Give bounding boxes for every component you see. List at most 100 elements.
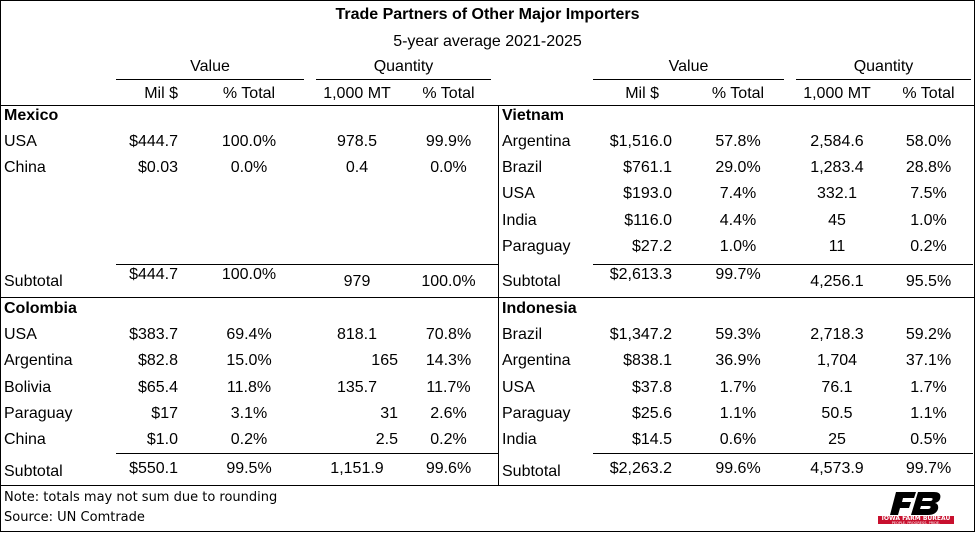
qty-cell: 2,718.3 — [810, 326, 864, 343]
qty-cell: 2,584.6 — [810, 133, 864, 150]
value-cell: $1.0 — [146, 431, 178, 448]
subtotal-value-pct: 99.7% — [715, 266, 761, 283]
qty-pct-cell: 37.1% — [905, 352, 952, 369]
subtotal-qty: 4,573.9 — [810, 460, 864, 477]
mexico-subtotal-rule — [116, 264, 498, 265]
subtotal-value: $2,613.3 — [609, 266, 672, 283]
partner-name: Paraguay — [502, 238, 571, 255]
header-rule — [0, 105, 975, 106]
value-cell: $1,347.2 — [609, 326, 672, 343]
qty-cell: 45 — [828, 212, 846, 229]
qty-cell: 25 — [828, 431, 846, 448]
qty-pct-cell: 1.7% — [910, 379, 947, 396]
partner-name: China — [4, 431, 46, 448]
col-header-mt-left: 1,000 MT — [323, 85, 391, 102]
col-header-qpct-right: % Total — [902, 85, 955, 102]
mid-section-rule — [0, 297, 975, 298]
partner-name: Brazil — [502, 326, 543, 343]
qty-pct-cell: 0.0% — [430, 159, 467, 176]
col-header-mil-left: Mil $ — [144, 85, 178, 102]
qty-pct-cell: 0.2% — [430, 431, 467, 448]
partner-name: Brazil — [502, 159, 543, 176]
col-header-pct-left: % Total — [222, 85, 276, 102]
value-group-header-right: Value — [668, 58, 709, 75]
value-pct-cell: 0.2% — [230, 431, 268, 448]
subtotal-label: Subtotal — [4, 273, 63, 290]
section-title-indonesia: Indonesia — [502, 300, 577, 317]
qty-pct-cell: 7.5% — [910, 185, 947, 202]
col-header-qpct-left: % Total — [422, 85, 475, 102]
subtotal-qty-pct: 100.0% — [421, 273, 476, 290]
subtotal-qty-pct: 95.5% — [905, 273, 952, 290]
value-pct-cell: 4.4% — [719, 212, 757, 229]
value-pct-cell: 0.0% — [230, 159, 268, 176]
quantity-group-rule-left — [316, 79, 491, 80]
qty-cell: 978.5 — [336, 133, 378, 150]
qty-pct-cell: 1.0% — [910, 212, 947, 229]
partner-name: China — [4, 159, 46, 176]
col-header-mt-right: 1,000 MT — [803, 85, 871, 102]
fb-logo-icon — [878, 492, 954, 524]
subtotal-value-pct: 100.0% — [221, 266, 277, 283]
col-header-pct-right: % Total — [711, 85, 765, 102]
half-divider — [498, 105, 499, 485]
partner-name: USA — [4, 133, 37, 150]
value-cell: $27.2 — [631, 238, 672, 255]
qty-cell: 76.1 — [821, 379, 853, 396]
qty-pct-cell: 59.2% — [905, 326, 952, 343]
value-cell: $17 — [151, 405, 178, 422]
value-pct-cell: 69.4% — [226, 326, 272, 343]
value-cell: $0.03 — [137, 159, 178, 176]
qty-cell: 50.5 — [821, 405, 853, 422]
value-cell: $116.0 — [624, 212, 672, 229]
value-cell: $383.7 — [129, 326, 178, 343]
value-pct-cell: 1.0% — [719, 238, 757, 255]
logo-text: IOWA FARM BUREAU — [881, 515, 951, 522]
qty-cell: 332.1 — [816, 185, 858, 202]
value-pct-cell: 36.9% — [715, 352, 761, 369]
logo-tagline: PEOPLE. PROGRESS. PRIDE. — [891, 521, 941, 525]
col-header-mil-right: Mil $ — [625, 85, 659, 102]
value-pct-cell: 11.8% — [226, 379, 272, 396]
value-group-rule-left — [116, 79, 304, 80]
qty-cell: 31 — [380, 405, 398, 422]
qty-cell: 818.1 — [336, 326, 378, 343]
vietnam-subtotal-rule — [593, 264, 973, 265]
source-note: Source: UN Comtrade — [4, 510, 145, 525]
page-title: Trade Partners of Other Major Importers — [335, 6, 640, 23]
value-pct-cell: 59.3% — [715, 326, 761, 343]
value-cell: $25.6 — [631, 405, 672, 422]
qty-pct-cell: 70.8% — [425, 326, 472, 343]
partner-name: Bolivia — [4, 379, 52, 396]
partner-name: India — [502, 212, 537, 229]
value-cell: $444.7 — [129, 133, 178, 150]
partner-name: India — [502, 431, 537, 448]
partner-name: Argentina — [502, 133, 571, 150]
qty-cell: 0.4 — [345, 159, 369, 176]
qty-pct-cell: 1.1% — [910, 405, 947, 422]
colombia-subtotal-rule — [116, 453, 498, 454]
value-group-rule-right — [593, 79, 784, 80]
quantity-group-header-left: Quantity — [373, 58, 434, 75]
value-group-header-left: Value — [190, 58, 230, 75]
quantity-group-rule-right — [796, 79, 971, 80]
partner-name: USA — [4, 326, 37, 343]
qty-cell: 1,283.4 — [810, 159, 864, 176]
iowa-farm-bureau-logo: IOWA FARM BUREAU PEOPLE. PROGRESS. PRIDE… — [876, 490, 956, 528]
value-pct-cell: 1.7% — [719, 379, 757, 396]
partner-name: Paraguay — [502, 405, 571, 422]
partner-name: Paraguay — [4, 405, 73, 422]
value-cell: $37.8 — [631, 379, 672, 396]
qty-pct-cell: 0.5% — [910, 431, 947, 448]
subtotal-qty-pct: 99.6% — [425, 460, 472, 477]
section-title-vietnam: Vietnam — [502, 107, 564, 124]
qty-pct-cell: 99.9% — [425, 133, 472, 150]
subtotal-value: $444.7 — [129, 266, 178, 283]
qty-pct-cell: 58.0% — [905, 133, 952, 150]
qty-pct-cell: 2.6% — [430, 405, 467, 422]
qty-pct-cell: 28.8% — [905, 159, 952, 176]
rounding-note: Note: totals may not sum due to rounding — [4, 490, 278, 505]
qty-cell: 135.7 — [336, 379, 378, 396]
qty-pct-cell: 0.2% — [910, 238, 947, 255]
value-pct-cell: 29.0% — [715, 159, 761, 176]
